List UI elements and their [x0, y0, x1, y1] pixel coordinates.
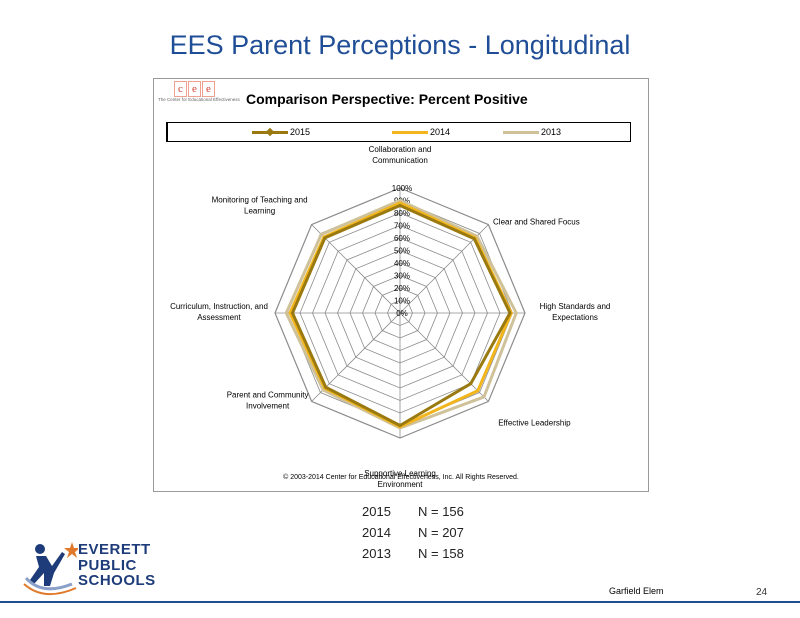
legend-swatch-2013	[503, 130, 539, 134]
tick-label: 80%	[394, 209, 410, 218]
data-point-2015	[508, 311, 512, 315]
data-point-2013	[482, 395, 486, 399]
legend-item-2014: 2014	[392, 123, 450, 141]
cee-letter: e	[202, 81, 215, 97]
person-star-icon	[23, 542, 80, 595]
footer-rule	[0, 601, 800, 603]
legend-label-2014: 2014	[430, 127, 451, 137]
everett-public-schools-logo: EVERETT PUBLIC SCHOOLS	[22, 540, 172, 602]
chart-title: Comparison Perspective: Percent Positive	[246, 91, 528, 107]
axis-spoke	[311, 224, 401, 314]
radar-chart: 0%10%20%30%40%50%60%70%80%90%100%Collabo…	[170, 145, 611, 489]
data-point-2015	[324, 385, 328, 389]
data-point-2013	[319, 232, 323, 236]
category-label: Collaboration and Communication	[369, 145, 432, 165]
tick-label: 60%	[394, 234, 410, 243]
legend-label-2015: 2015	[290, 127, 311, 137]
cee-logo: c e e The Center for Educational Effecti…	[158, 81, 240, 107]
sample-size-row: 2015 N = 156	[362, 504, 464, 525]
sample-count: N = 207	[418, 525, 464, 540]
sample-count: N = 158	[418, 546, 464, 561]
chart-frame: c e e The Center for Educational Effecti…	[153, 78, 649, 492]
district-name-line: EVERETT	[78, 541, 151, 558]
sample-size-row: 2014 N = 207	[362, 525, 464, 546]
category-label: Clear and Shared Focus	[493, 218, 580, 227]
category-label: Parent and Community Involvement	[227, 390, 309, 410]
district-name-line: SCHOOLS	[78, 572, 156, 589]
sample-count: N = 156	[418, 504, 464, 519]
tick-label: 30%	[394, 272, 410, 281]
legend-item-2015: 2015	[252, 123, 310, 141]
sample-year: 2015	[362, 504, 391, 519]
tick-label: 20%	[394, 284, 410, 293]
legend-label-2013: 2013	[541, 127, 562, 137]
category-label: Curriculum, Instruction, and Assessment	[170, 302, 268, 322]
category-label: Effective Leadership	[498, 418, 571, 427]
category-label: Monitoring of Teaching and Learning	[212, 196, 308, 216]
data-point-2015	[398, 424, 402, 427]
sample-year: 2014	[362, 525, 391, 540]
legend-swatch-2015	[252, 127, 288, 136]
footer-school-name: Garfield Elem	[609, 586, 664, 596]
category-label: Supportive Learning Environment	[364, 469, 436, 489]
data-point-2014	[288, 311, 292, 315]
cee-letter: e	[188, 81, 201, 97]
copyright-notice: © 2003-2014 Center for Educational Effec…	[283, 474, 519, 481]
cee-letter: c	[174, 81, 187, 97]
district-name-line: PUBLIC	[78, 556, 137, 574]
data-point-2013	[514, 311, 518, 315]
tick-label: 40%	[394, 259, 410, 268]
sample-size-row: 2013 N = 158	[362, 546, 464, 567]
cee-logo-letters: c e e	[174, 81, 215, 97]
tick-label: 50%	[394, 247, 410, 256]
legend-swatch-2014	[392, 130, 428, 134]
district-name: EVERETT PUBLIC SCHOOLS	[78, 542, 156, 589]
tick-label: 100%	[392, 184, 412, 193]
cee-logo-subtitle: The Center for Educational Effectiveness	[158, 97, 240, 102]
sample-size-table: 2015 N = 156 2014 N = 207 2013 N = 158	[362, 504, 464, 567]
data-point-2013	[398, 199, 402, 202]
legend-item-2013: 2013	[503, 123, 561, 141]
slide-title: EES Parent Perceptions - Longitudinal	[169, 30, 631, 60]
data-point-2015	[472, 237, 476, 241]
tick-label: 0%	[396, 309, 408, 318]
data-point-2015	[291, 311, 294, 315]
tick-label: 70%	[394, 222, 410, 231]
sample-year: 2013	[362, 546, 391, 561]
data-point-2014	[476, 389, 480, 393]
data-point-2015	[323, 236, 327, 240]
data-point-2013	[284, 311, 288, 315]
data-point-2015	[398, 204, 402, 207]
axis-spoke	[399, 312, 489, 402]
page-number: 24	[756, 587, 768, 598]
tick-label: 10%	[394, 297, 410, 306]
chart-legend: 2015 2014 2013	[166, 122, 631, 142]
category-label: High Standards and Expectations	[540, 302, 611, 322]
data-point-2014	[398, 201, 402, 205]
data-point-2015	[469, 382, 473, 386]
